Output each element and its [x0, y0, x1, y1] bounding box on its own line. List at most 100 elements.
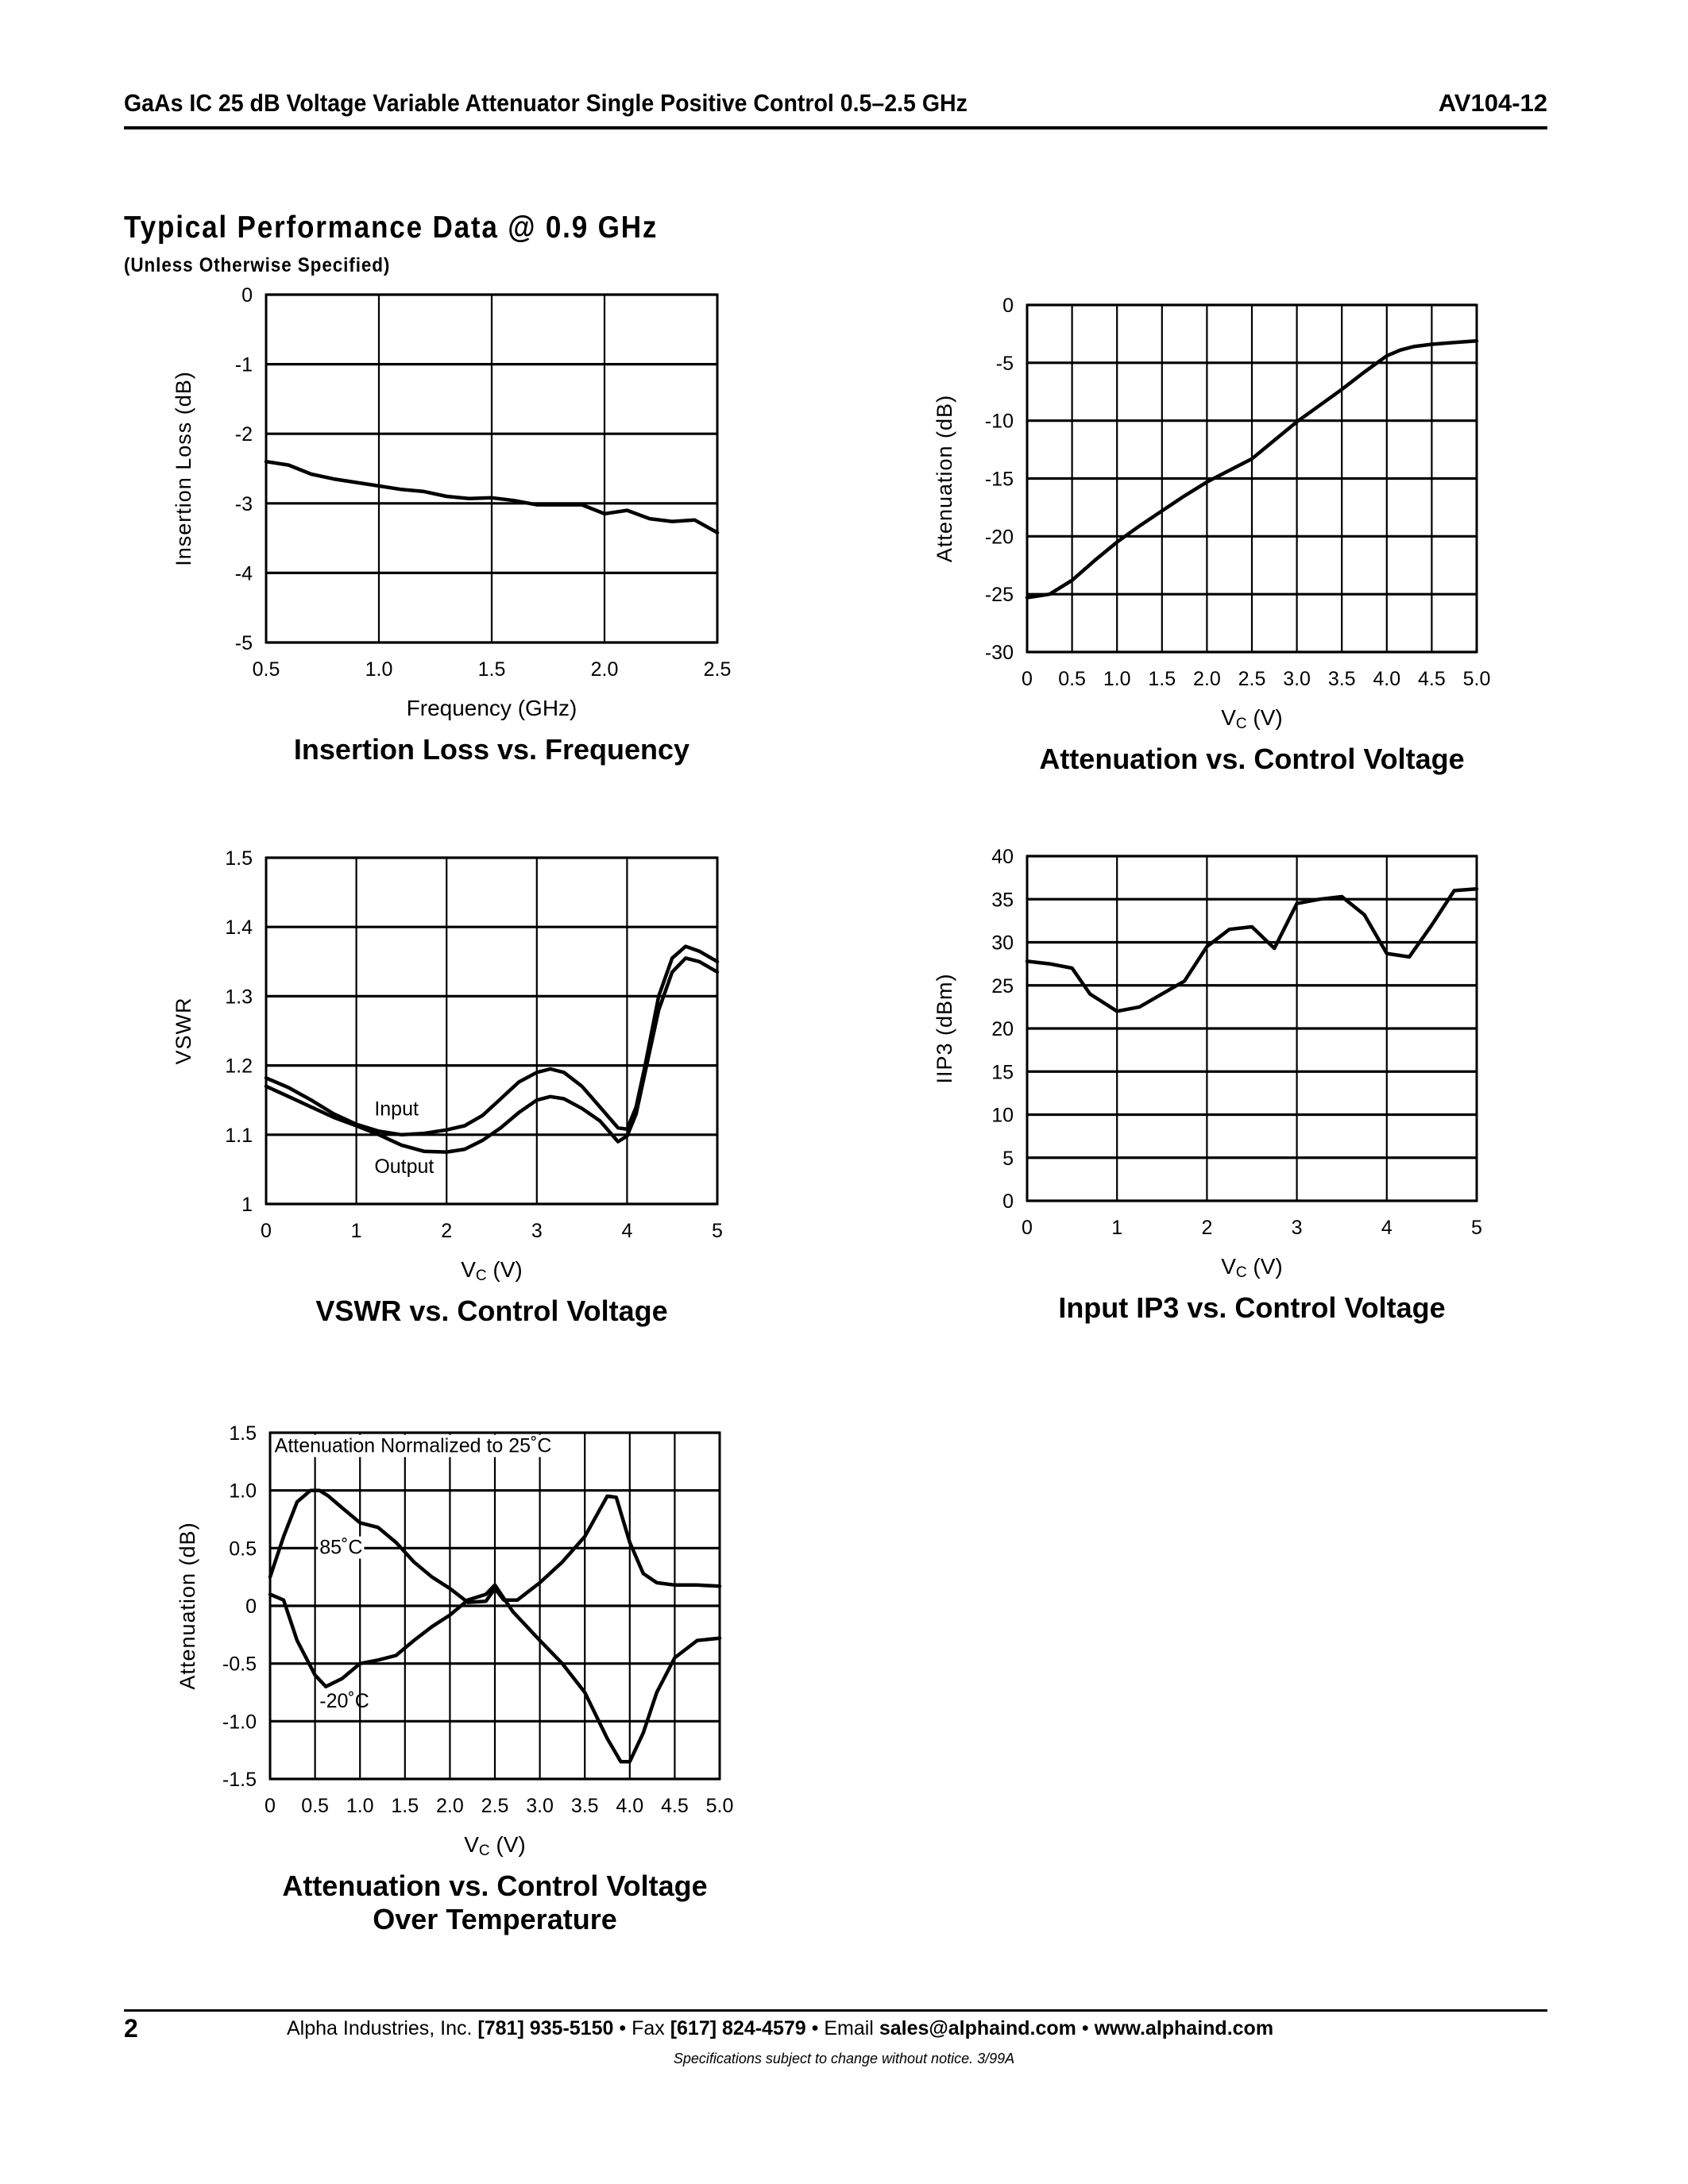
x-tick-label: 5.0 — [706, 1795, 734, 1817]
x-tick-label: 3.5 — [1328, 668, 1356, 690]
x-tick-label: 2.5 — [481, 1795, 509, 1817]
chart-title: Attenuation vs. Control Voltage — [282, 1870, 707, 1902]
section-title: Typical Performance Data @ 0.9 GHz — [124, 210, 659, 245]
email-label: Email — [824, 2017, 874, 2039]
x-axis-label-base: V — [1221, 705, 1236, 730]
x-tick-label: 3.0 — [1283, 668, 1311, 690]
series-line--20c — [268, 1583, 722, 1764]
x-tick-label: 2 — [441, 1220, 452, 1242]
x-tick-label: 3.0 — [526, 1795, 554, 1817]
y-tick-label: 1.0 — [229, 1480, 257, 1503]
y-axis-label: IIP3 (dBm) — [933, 973, 956, 1083]
x-tick-label: 0 — [265, 1795, 276, 1817]
series-line-output — [264, 956, 720, 1154]
y-tick-label: -10 — [985, 411, 1014, 433]
x-axis-label-unit: (V) — [490, 1832, 526, 1857]
x-tick-label: 1.0 — [365, 658, 393, 681]
y-tick-label: -1.0 — [222, 1711, 257, 1733]
x-tick-label: 3 — [1292, 1217, 1303, 1239]
y-tick-label: 1.1 — [225, 1125, 253, 1147]
x-axis-label-subscript: C — [479, 1843, 490, 1859]
y-tick-label: 1 — [241, 1194, 253, 1216]
x-tick-label: 4.5 — [661, 1795, 689, 1817]
y-tick-label: 0 — [241, 284, 253, 307]
chart-annotation: Input — [374, 1098, 419, 1120]
chart-annotation: 85˚C — [319, 1537, 362, 1559]
x-tick-label: 2.5 — [704, 658, 732, 681]
y-tick-label: 25 — [991, 975, 1014, 997]
plot-frame — [268, 1431, 721, 1781]
part-number: AV104-12 — [1438, 89, 1547, 117]
x-axis-label: VC (V) — [1221, 1254, 1283, 1281]
x-axis-label-base: V — [461, 1257, 476, 1282]
series-line — [1025, 886, 1479, 1013]
x-tick-label: 5 — [1471, 1217, 1482, 1239]
x-tick-label: 4 — [621, 1220, 632, 1242]
x-tick-label: 1.0 — [1103, 668, 1131, 690]
y-tick-label: 1.5 — [225, 847, 253, 870]
x-tick-label: 1 — [351, 1220, 362, 1242]
company-name: Alpha Industries, Inc. — [287, 2017, 473, 2039]
x-tick-label: 4 — [1381, 1217, 1393, 1239]
annotation-background — [318, 1536, 365, 1559]
x-tick-label: 2.0 — [436, 1795, 464, 1817]
x-tick-label: 0 — [261, 1220, 272, 1242]
plot-frame — [265, 293, 719, 644]
chart-annotation: Attenuation Normalized to 25˚C — [275, 1435, 552, 1457]
y-tick-label: 1.3 — [225, 986, 253, 1008]
x-tick-label: 0 — [1022, 1217, 1033, 1239]
y-tick-label: 5 — [1002, 1148, 1014, 1170]
y-tick-label: -3 — [235, 493, 253, 515]
x-axis-label: VC (V) — [464, 1832, 526, 1859]
x-tick-label: 3 — [531, 1220, 543, 1242]
y-tick-label: 15 — [991, 1061, 1014, 1083]
footer-note: Specifications subject to change without… — [673, 2051, 1015, 2066]
x-tick-label: 4.0 — [616, 1795, 643, 1817]
footer-contact: Alpha Industries, Inc. [781] 935-5150 • … — [287, 2017, 1273, 2040]
x-tick-label: 1.0 — [346, 1795, 374, 1817]
email-link[interactable]: sales@alphaind.com — [879, 2017, 1076, 2039]
chart-title: Over Temperature — [373, 1903, 616, 1935]
y-axis-label: Attenuation (dB) — [933, 395, 956, 562]
x-axis-label: VC (V) — [461, 1257, 523, 1284]
annotation-background — [272, 1434, 554, 1457]
x-axis-label-subscript: C — [1236, 1264, 1247, 1281]
y-tick-label: 0 — [1002, 1190, 1014, 1213]
y-tick-label: 20 — [991, 1018, 1014, 1040]
y-tick-label: -15 — [985, 469, 1014, 491]
series-line — [1025, 338, 1479, 600]
x-tick-label: 2.5 — [1238, 668, 1266, 690]
x-tick-label: 1.5 — [391, 1795, 419, 1817]
y-tick-label: 30 — [991, 932, 1014, 955]
x-axis-label: Frequency (GHz) — [407, 696, 577, 720]
x-tick-label: 0.5 — [301, 1795, 329, 1817]
chart-title: Insertion Loss vs. Frequency — [294, 733, 689, 766]
y-tick-label: -2 — [235, 423, 253, 446]
chart-2: -30 -25 -20 -15 -10 -5 0 0 0.5 1.0 1.5 2.0 2.5 3.0 3.5… — [933, 295, 1490, 775]
x-axis-label: VC (V) — [1221, 705, 1283, 732]
header-divider — [124, 126, 1547, 129]
y-tick-label: -5 — [996, 353, 1014, 375]
x-tick-label: 0.5 — [1058, 668, 1086, 690]
y-tick-label: -20 — [985, 526, 1014, 548]
y-tick-label: 0 — [1002, 295, 1014, 317]
x-tick-label: 2.0 — [591, 658, 619, 681]
website-link[interactable]: www.alphaind.com — [1094, 2017, 1274, 2039]
x-tick-label: 4.5 — [1418, 668, 1446, 690]
chart-title: Input IP3 vs. Control Voltage — [1058, 1291, 1445, 1324]
y-tick-label: -4 — [235, 562, 253, 585]
y-tick-label: 1.4 — [225, 916, 253, 939]
chart-1: -5 -4 -3 -2 -1 0 0.5 1.0 1.5 2.0 2.5 Insertion Loss… — [172, 284, 731, 766]
separator: • — [1081, 2017, 1089, 2039]
plot-frame — [265, 856, 719, 1206]
phone-number: [781] 935-5150 — [477, 2017, 614, 2039]
x-tick-label: 1 — [1111, 1217, 1122, 1239]
x-axis-label-base: V — [1221, 1254, 1236, 1279]
y-tick-label: 1.5 — [229, 1422, 257, 1445]
chart-5: -1.5 -1.0 -0.5 0 0.5 1.0 1.5 0 0.5 1.0 1.5 2.0 2.5 3.… — [176, 1422, 733, 1935]
series-line — [264, 459, 720, 534]
series-line-input — [264, 944, 720, 1137]
x-axis-label-unit: (V) — [487, 1257, 523, 1282]
